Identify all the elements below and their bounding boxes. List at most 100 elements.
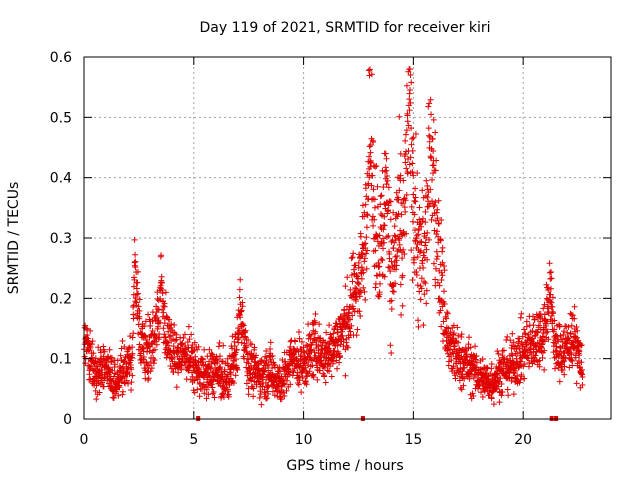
- data-point: [371, 204, 378, 211]
- data-point: [312, 319, 319, 326]
- data-point: [546, 269, 553, 276]
- data-point: [149, 327, 156, 334]
- data-point: [422, 192, 429, 199]
- data-point: [521, 361, 528, 368]
- data-point: [346, 316, 353, 323]
- data-point: [465, 341, 472, 348]
- data-point: [158, 280, 165, 287]
- data-point: [452, 375, 459, 382]
- data-point: [171, 321, 178, 328]
- data-point: [547, 285, 554, 292]
- data-point: [451, 342, 458, 349]
- data-point: [417, 296, 424, 303]
- data-point: [110, 394, 117, 401]
- data-point: [543, 318, 550, 325]
- data-point: [385, 233, 392, 240]
- data-point: [255, 360, 262, 367]
- data-point: [571, 315, 578, 322]
- data-point: [237, 276, 244, 283]
- data-point: [170, 343, 177, 350]
- data-point: [418, 275, 425, 282]
- data-point: [423, 177, 430, 184]
- data-point: [215, 343, 222, 350]
- data-point: [353, 294, 360, 301]
- data-point: [370, 186, 377, 193]
- data-point: [108, 378, 115, 385]
- data-point: [532, 352, 539, 359]
- data-point: [398, 311, 405, 318]
- data-point: [322, 339, 329, 346]
- data-point: [500, 347, 507, 354]
- data-point: [560, 331, 567, 338]
- data-point: [251, 344, 258, 351]
- data-point: [267, 339, 274, 346]
- data-point: [238, 307, 245, 314]
- data-point: [518, 371, 525, 378]
- data-point: [132, 251, 139, 258]
- data-point: [464, 354, 471, 361]
- data-point: [392, 266, 399, 273]
- data-point: [142, 333, 149, 340]
- data-point: [358, 275, 365, 282]
- data-point: [92, 355, 99, 362]
- data-point: [133, 285, 140, 292]
- data-point: [390, 209, 397, 216]
- data-point: [363, 224, 370, 231]
- data-point: [281, 393, 288, 400]
- data-point: [408, 141, 415, 148]
- data-point: [327, 331, 334, 338]
- data-point: [359, 202, 366, 209]
- data-point: [426, 100, 433, 107]
- data-point: [442, 329, 449, 336]
- data-point: [159, 286, 166, 293]
- data-point: [385, 184, 392, 191]
- data-point: [117, 352, 124, 359]
- data-point: [253, 352, 260, 359]
- data-point: [380, 183, 387, 190]
- data-point: [361, 258, 368, 265]
- data-point: [263, 395, 270, 402]
- data-point: [421, 291, 428, 298]
- y-tick-labels: 0 0.1 0.2 0.3 0.4 0.5 0.6: [50, 50, 72, 428]
- data-point: [85, 362, 92, 369]
- data-point: [376, 280, 383, 287]
- data-point: [161, 331, 168, 338]
- data-point: [444, 350, 451, 357]
- data-point: [137, 359, 144, 366]
- data-point: [398, 211, 405, 218]
- data-point: [571, 303, 578, 310]
- data-point: [556, 323, 563, 330]
- data-point: [370, 222, 377, 229]
- data-point: [360, 284, 367, 291]
- data-point: [245, 391, 252, 398]
- data-point: [422, 280, 429, 287]
- data-point: [109, 367, 116, 374]
- data-point: [167, 332, 174, 339]
- data-point: [347, 286, 354, 293]
- data-point: [155, 297, 162, 304]
- data-point: [409, 160, 416, 167]
- data-point: [455, 339, 462, 346]
- data-point: [355, 280, 362, 287]
- data-point: [203, 386, 210, 393]
- data-point: [424, 203, 431, 210]
- data-point: [330, 330, 337, 337]
- data-point: [483, 364, 490, 371]
- data-point: [172, 337, 179, 344]
- data-point: [316, 367, 323, 374]
- data-point: [402, 137, 409, 144]
- data-point: [472, 343, 479, 350]
- data-point: [567, 330, 574, 337]
- data-point: [451, 330, 458, 337]
- data-point: [220, 342, 227, 349]
- data-point: [316, 321, 323, 328]
- data-point: [261, 369, 268, 376]
- data-point: [424, 256, 431, 263]
- data-point: [195, 343, 202, 350]
- data-point: [111, 361, 118, 368]
- data-point: [355, 281, 362, 288]
- data-point: [411, 259, 418, 266]
- data-point: [430, 162, 437, 169]
- data-point: [418, 285, 425, 292]
